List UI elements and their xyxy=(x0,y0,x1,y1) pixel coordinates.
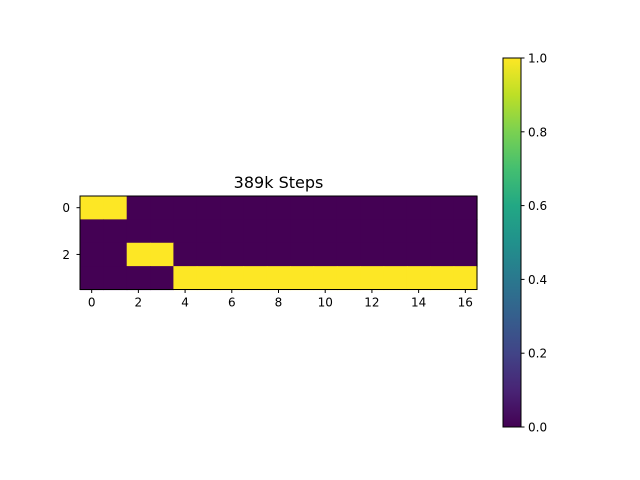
heatmap-cell-r1-c1 xyxy=(103,219,128,244)
heatmap-cell-r3-c9 xyxy=(290,266,315,291)
heatmap-cell-r2-c10 xyxy=(313,242,338,267)
x-tick-label: 12 xyxy=(364,296,379,310)
colorbar-tick-label: 0.0 xyxy=(528,421,547,435)
heatmap-cell-r2-c3 xyxy=(150,242,175,267)
chart-title: 389k Steps xyxy=(234,173,324,192)
heatmap-cell-r3-c2 xyxy=(126,266,151,291)
heatmap-cell-r3-c4 xyxy=(173,266,198,291)
heatmap-cell-r2-c9 xyxy=(290,242,315,267)
heatmap-cell-r0-c13 xyxy=(383,196,408,220)
heatmap-cell-r3-c1 xyxy=(103,266,128,291)
y-tick-label: 2 xyxy=(62,248,70,262)
heatmap-cell-r1-c7 xyxy=(243,219,268,244)
heatmap-cell-r3-c6 xyxy=(220,266,245,291)
heatmap-cell-r3-c12 xyxy=(360,266,385,291)
heatmap-cell-r3-c13 xyxy=(383,266,408,291)
heatmap-cell-r2-c14 xyxy=(406,242,431,267)
heatmap-cell-r0-c2 xyxy=(126,196,151,220)
heatmap-cell-r0-c4 xyxy=(173,196,198,220)
colorbar-gradient xyxy=(503,58,521,427)
heatmap-cell-r1-c8 xyxy=(266,219,291,244)
heatmap-cell-r1-c15 xyxy=(430,219,455,244)
heatmap-cell-r0-c10 xyxy=(313,196,338,220)
heatmap-cell-r3-c5 xyxy=(196,266,221,291)
heatmap-cell-r0-c12 xyxy=(360,196,385,220)
colorbar: 0.0 0.2 0.4 0.6 0.8 1.0 xyxy=(502,52,547,435)
heatmap-cell-r2-c15 xyxy=(430,242,455,267)
heatmap-cell-r2-c7 xyxy=(243,242,268,267)
heatmap-cell-r2-c0 xyxy=(80,242,104,267)
heatmap-cell-r2-c2 xyxy=(126,242,151,267)
colorbar-tick-label: 0.4 xyxy=(528,273,547,287)
x-tick-label: 6 xyxy=(228,296,236,310)
heatmap-cell-r2-c12 xyxy=(360,242,385,267)
heatmap-cell-r0-c5 xyxy=(196,196,221,220)
heatmap-cell-r0-c11 xyxy=(336,196,361,220)
heatmap-cell-r2-c4 xyxy=(173,242,198,267)
heatmap-cell-r0-c3 xyxy=(150,196,175,220)
x-tick-label: 0 xyxy=(88,296,96,310)
colorbar-tick-label: 0.6 xyxy=(528,199,547,213)
heatmap-cell-r3-c16 xyxy=(453,266,478,291)
heatmap-cell-r3-c15 xyxy=(430,266,455,291)
x-tick-label: 2 xyxy=(135,296,143,310)
heatmap-cell-r0-c1 xyxy=(103,196,128,220)
x-tick-label: 14 xyxy=(411,296,426,310)
heatmap-cell-r1-c6 xyxy=(220,219,245,244)
heatmap-cell-r2-c1 xyxy=(103,242,128,267)
heatmap-cell-r1-c11 xyxy=(336,219,361,244)
heatmap-cell-r1-c0 xyxy=(80,219,104,244)
heatmap-cell-r0-c9 xyxy=(290,196,315,220)
heatmap-cell-r1-c10 xyxy=(313,219,338,244)
heatmap-cell-r3-c14 xyxy=(406,266,431,291)
heatmap-cell-r0-c16 xyxy=(453,196,478,220)
heatmap-cell-r0-c14 xyxy=(406,196,431,220)
heatmap-cell-r3-c8 xyxy=(266,266,291,291)
x-axis: 0 2 4 6 8 10 12 14 16 xyxy=(88,289,473,310)
heatmap-cell-r2-c8 xyxy=(266,242,291,267)
heatmap-cell-r1-c5 xyxy=(196,219,221,244)
y-tick-label: 0 xyxy=(62,201,70,215)
heatmap-cell-r1-c9 xyxy=(290,219,315,244)
colorbar-tick-label: 1.0 xyxy=(528,52,547,66)
heatmap-cell-r3-c10 xyxy=(313,266,338,291)
heatmap-cell-r2-c5 xyxy=(196,242,221,267)
heatmap-cell-r1-c2 xyxy=(126,219,151,244)
heatmap-cell-r1-c12 xyxy=(360,219,385,244)
x-tick-label: 10 xyxy=(318,296,333,310)
colorbar-frame xyxy=(502,57,522,428)
heatmap-cell-r3-c0 xyxy=(80,266,104,291)
heatmap-cell-r1-c4 xyxy=(173,219,198,244)
x-tick-label: 16 xyxy=(458,296,473,310)
heatmap-cell-r2-c11 xyxy=(336,242,361,267)
heatmap-cell-r2-c6 xyxy=(220,242,245,267)
colorbar-tick-label: 0.8 xyxy=(528,125,547,139)
heatmap-cell-r3-c3 xyxy=(150,266,175,291)
x-tick-label: 4 xyxy=(181,296,189,310)
heatmap-cell-r2-c13 xyxy=(383,242,408,267)
heatmap-cell-r0-c15 xyxy=(430,196,455,220)
heatmap-cell-r0-c0 xyxy=(80,196,104,220)
heatmap-cell-r3-c7 xyxy=(243,266,268,291)
heatmap-cell-r1-c14 xyxy=(406,219,431,244)
x-tick-label: 8 xyxy=(275,296,283,310)
colorbar-tick-label: 0.2 xyxy=(528,347,547,361)
heatmap-cell-r0-c6 xyxy=(220,196,245,220)
heatmap-cell-r0-c7 xyxy=(243,196,268,220)
heatmap-cells xyxy=(80,196,478,291)
y-axis: 02 xyxy=(62,201,80,262)
heatmap-cell-r0-c8 xyxy=(266,196,291,220)
heatmap-cell-r1-c13 xyxy=(383,219,408,244)
heatmap-cell-r1-c3 xyxy=(150,219,175,244)
heatmap-cell-r2-c16 xyxy=(453,242,478,267)
heatmap-cell-r1-c16 xyxy=(453,219,478,244)
heatmap-cell-r3-c11 xyxy=(336,266,361,291)
